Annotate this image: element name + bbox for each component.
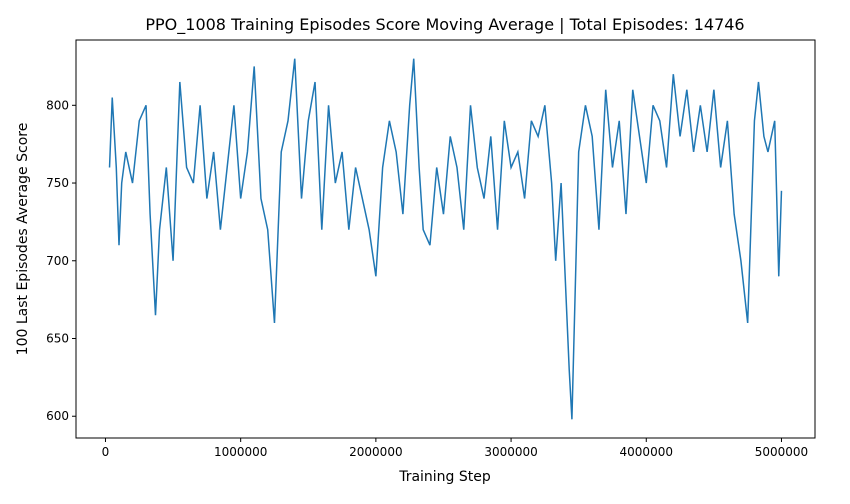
plot-frame bbox=[75, 39, 816, 439]
y-axis-label: 100 Last Episodes Average Score bbox=[15, 123, 31, 356]
y-tick-label: 600 bbox=[46, 409, 69, 423]
x-tick-label: 2000000 bbox=[349, 445, 402, 459]
y-tick-label: 650 bbox=[46, 332, 69, 346]
x-tick-label: 4000000 bbox=[620, 445, 673, 459]
x-tick-label: 5000000 bbox=[755, 445, 808, 459]
y-tick-label: 750 bbox=[46, 176, 69, 190]
x-tick-label: 1000000 bbox=[214, 445, 267, 459]
x-tick-label: 3000000 bbox=[484, 445, 537, 459]
data-line bbox=[108, 58, 783, 420]
y-tick-label: 700 bbox=[46, 254, 69, 268]
chart-title: PPO_1008 Training Episodes Score Moving … bbox=[145, 15, 744, 35]
x-axis-label: Training Step bbox=[398, 469, 491, 485]
x-tick-label: 0 bbox=[102, 445, 110, 459]
y-tick-label: 800 bbox=[46, 98, 69, 112]
